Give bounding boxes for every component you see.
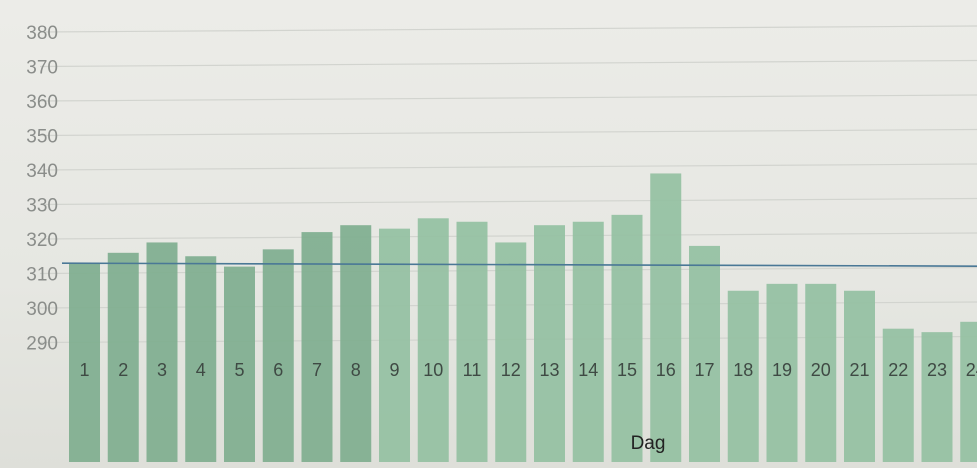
x-tick-label: 4 (196, 360, 206, 380)
x-tick-label: 10 (423, 360, 443, 380)
x-tick-label: 9 (389, 360, 399, 380)
bar-3 (146, 242, 178, 462)
grid-line (39, 197, 977, 206)
y-tick-label: 350 (26, 127, 58, 148)
y-axis-ticks: 290 300 310 320 330 340 350 360 370 380 (26, 23, 58, 355)
x-tick-label: 5 (234, 360, 244, 380)
reference-line (61, 262, 977, 267)
bar-2 (107, 252, 139, 462)
y-tick-label: 380 (26, 23, 58, 44)
x-tick-label: 14 (578, 360, 598, 380)
bar-22 (882, 328, 914, 462)
x-axis-ticks: 123456789101112131415161718192021222324 (79, 360, 977, 380)
bar-13 (534, 225, 565, 462)
grid-line (39, 25, 977, 33)
bar-6 (262, 249, 294, 462)
grid-line (39, 94, 977, 102)
bar-9 (379, 228, 410, 462)
x-tick-label: 8 (351, 360, 361, 380)
y-tick-label: 370 (26, 58, 58, 79)
bar-12 (495, 242, 527, 462)
bar-23 (921, 332, 953, 462)
bar-15 (611, 214, 643, 462)
x-axis-label: Dag (631, 433, 666, 454)
bar-1 (69, 263, 100, 462)
x-tick-label: 22 (888, 360, 908, 380)
x-tick-label: 19 (772, 360, 792, 380)
y-tick-label: 310 (26, 265, 58, 286)
x-tick-label: 21 (849, 360, 869, 380)
x-tick-label: 1 (79, 360, 89, 380)
bar-21 (844, 290, 875, 462)
x-tick-label: 7 (312, 360, 322, 380)
grid-line (39, 163, 977, 171)
y-tick-label: 290 (26, 334, 58, 355)
bar-19 (766, 283, 798, 462)
x-tick-label: 12 (501, 360, 521, 380)
y-tick-label: 360 (26, 92, 58, 113)
bar-10 (417, 218, 449, 462)
bar-20 (805, 283, 837, 462)
x-tick-label: 11 (463, 360, 482, 380)
x-tick-label: 6 (273, 360, 283, 380)
x-tick-label: 3 (157, 360, 167, 380)
grid-line (39, 232, 977, 240)
x-tick-label: 20 (811, 360, 831, 380)
x-tick-label: 16 (656, 360, 676, 380)
x-tick-label: 2 (118, 360, 128, 380)
bar-24 (960, 321, 977, 462)
bar-5 (224, 266, 255, 462)
bar-18 (727, 290, 759, 462)
grid-line (39, 128, 977, 137)
x-tick-label: 13 (539, 360, 559, 380)
bar-8 (340, 225, 372, 462)
x-tick-label: 17 (694, 360, 714, 380)
bars (69, 173, 977, 462)
y-tick-label: 340 (26, 161, 58, 182)
bar-17 (689, 245, 720, 462)
bar-14 (572, 221, 604, 462)
x-tick-label: 15 (617, 360, 637, 380)
bar-7 (301, 232, 333, 462)
x-tick-label: 23 (927, 360, 947, 380)
bar-4 (185, 256, 217, 462)
grid-line (39, 59, 977, 68)
y-tick-label: 330 (26, 196, 58, 217)
y-tick-label: 300 (26, 299, 58, 320)
y-tick-label: 320 (26, 230, 58, 251)
x-tick-label: 18 (733, 360, 753, 380)
x-tick-label: 24 (966, 360, 977, 380)
reference-line-layer (61, 262, 977, 267)
bar-11 (456, 221, 488, 462)
bar-16 (650, 173, 682, 462)
